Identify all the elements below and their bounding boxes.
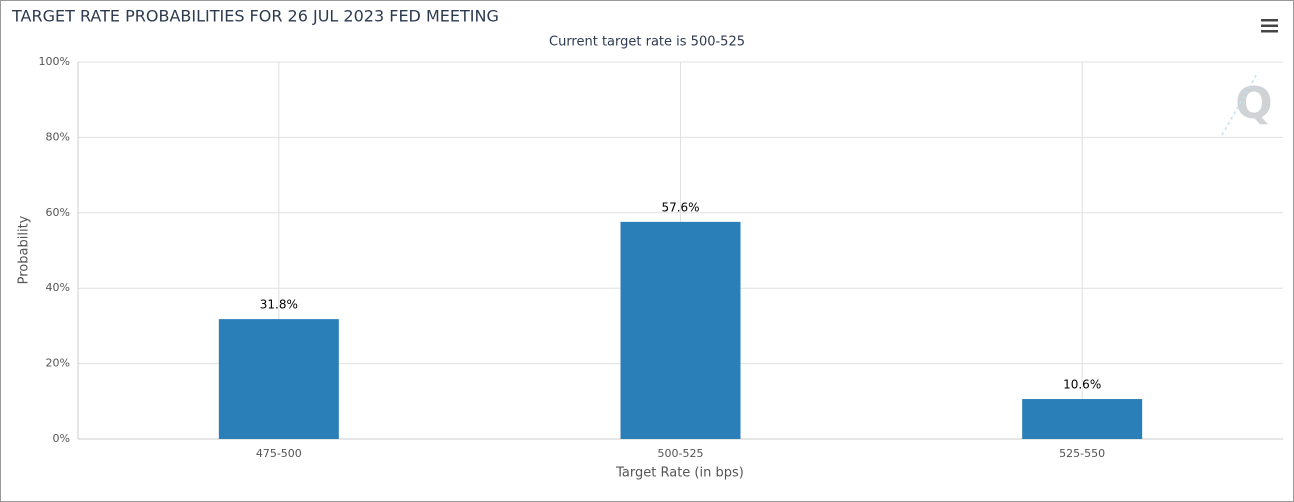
data-label: 31.8%	[260, 298, 298, 312]
data-label: 57.6%	[661, 200, 699, 214]
y-tick-label: 80%	[46, 130, 70, 143]
y-tick-label: 40%	[46, 281, 70, 294]
data-label: 10.6%	[1063, 378, 1101, 392]
menu-button[interactable]	[1261, 19, 1278, 33]
y-tick-label: 0%	[53, 432, 70, 445]
y-tick-label: 20%	[46, 357, 70, 370]
bar	[620, 221, 741, 439]
x-axis-label: Target Rate (in bps)	[615, 466, 744, 481]
y-tick-label: 60%	[46, 206, 70, 219]
x-tick-label: 475-500	[256, 447, 302, 460]
x-tick-label: 500-525	[658, 447, 704, 460]
chart-subtitle: Current target rate is 500-525	[549, 35, 745, 50]
y-axis-label: Probability	[17, 215, 32, 284]
chart-title: TARGET RATE PROBABILITIES FOR 26 JUL 202…	[11, 7, 499, 26]
logo: Q	[1221, 71, 1273, 136]
x-tick-label: 525-550	[1059, 447, 1105, 460]
y-tick-label: 100%	[39, 55, 70, 68]
svg-text:Q: Q	[1235, 78, 1272, 129]
bar	[1022, 399, 1143, 439]
bar	[218, 319, 339, 439]
